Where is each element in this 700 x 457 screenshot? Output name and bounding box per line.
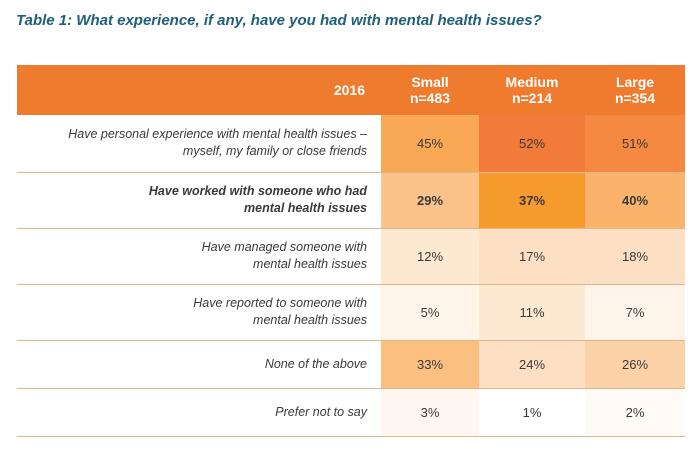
row-label: Have personal experience with mental hea… (17, 115, 381, 173)
table-header-row: 2016 Small n=483 Medium n=214 Large n=35… (17, 65, 685, 115)
cell-medium: 1% (479, 388, 585, 437)
cell-large: 51% (585, 115, 685, 173)
table-row: Prefer not to say 3% 1% 2% (17, 388, 685, 437)
table-row: Have worked with someone who had mental … (17, 172, 685, 229)
row-label-line: myself, my family or close friends (182, 144, 367, 159)
row-label-line: Prefer not to say (275, 404, 367, 419)
cell-small: 5% (381, 284, 479, 341)
header-col-n: n=483 (409, 90, 451, 106)
cell-small: 29% (381, 172, 479, 229)
row-label: Prefer not to say (17, 388, 381, 437)
header-col-small: Small n=483 (381, 65, 479, 115)
survey-table: 2016 Small n=483 Medium n=214 Large n=35… (17, 65, 685, 437)
row-label-line: Have managed someone with (201, 240, 367, 254)
cell-small: 12% (381, 228, 479, 285)
cell-medium: 52% (479, 115, 585, 173)
row-label: None of the above (17, 340, 381, 389)
cell-medium: 11% (479, 284, 585, 341)
row-label-line: Have personal experience with mental hea… (68, 127, 367, 142)
row-label-line: Have worked with someone who had (148, 184, 367, 198)
row-label-line: Have reported to someone with (193, 296, 367, 310)
cell-medium: 17% (479, 228, 585, 285)
header-col-n: n=214 (511, 90, 553, 106)
header-col-name: Medium (505, 74, 559, 90)
header-col-n: n=354 (614, 90, 656, 106)
header-col-name: Large (615, 74, 655, 90)
cell-medium: 24% (479, 340, 585, 389)
cell-large: 40% (585, 172, 685, 229)
row-label-line: mental health issues (253, 313, 367, 327)
row-label-line: None of the above (264, 356, 367, 371)
row-label-line: mental health issues (253, 257, 367, 271)
table-row: Have reported to someone with mental hea… (17, 284, 685, 341)
header-col-medium: Medium n=214 (479, 65, 585, 115)
header-year: 2016 (17, 65, 381, 115)
cell-medium: 37% (479, 172, 585, 229)
table-row: None of the above 33% 24% 26% (17, 340, 685, 389)
cell-small: 33% (381, 340, 479, 389)
table-row: Have managed someone with mental health … (17, 228, 685, 285)
cell-small: 3% (381, 388, 479, 437)
cell-large: 18% (585, 228, 685, 285)
row-label: Have managed someone with mental health … (17, 228, 381, 285)
row-label: Have worked with someone who had mental … (17, 172, 381, 229)
header-col-large: Large n=354 (585, 65, 685, 115)
row-label: Have reported to someone with mental hea… (17, 284, 381, 341)
cell-small: 45% (381, 115, 479, 173)
table-row: Have personal experience with mental hea… (17, 115, 685, 173)
table-title: Table 1: What experience, if any, have y… (16, 12, 542, 29)
header-col-name: Small (411, 74, 449, 90)
cell-large: 26% (585, 340, 685, 389)
cell-large: 7% (585, 284, 685, 341)
row-label-line: mental health issues (244, 201, 367, 215)
cell-large: 2% (585, 388, 685, 437)
